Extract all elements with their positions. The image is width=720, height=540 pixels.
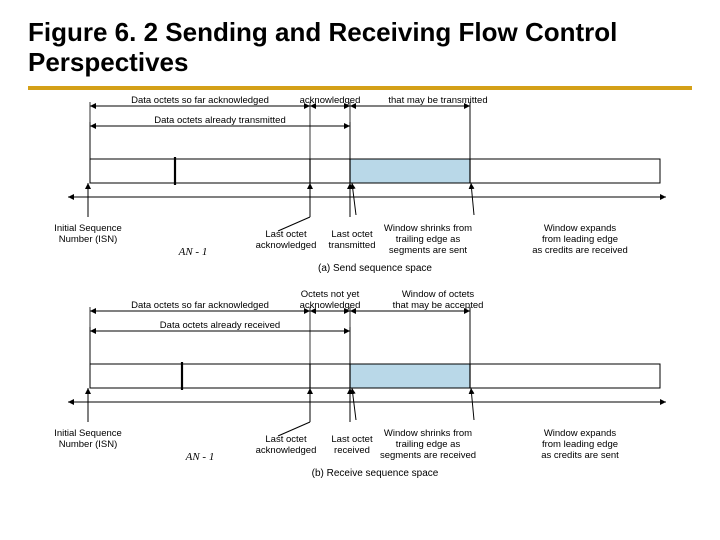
svg-text:Last octettransmitted: Last octettransmitted bbox=[329, 229, 376, 251]
svg-text:Window shrinks fromtrailing ed: Window shrinks fromtrailing edge assegme… bbox=[384, 223, 472, 256]
title-rule bbox=[28, 86, 692, 90]
svg-text:AN - 1: AN - 1 bbox=[185, 451, 215, 463]
svg-text:Last octetacknowledged: Last octetacknowledged bbox=[256, 434, 317, 456]
svg-text:(b) Receive sequence space: (b) Receive sequence space bbox=[312, 468, 439, 479]
svg-text:Last octetacknowledged: Last octetacknowledged bbox=[256, 229, 317, 251]
figure-title: Figure 6. 2 Sending and Receiving Flow C… bbox=[28, 18, 692, 78]
svg-text:Initial SequenceNumber (ISN): Initial SequenceNumber (ISN) bbox=[54, 223, 122, 245]
svg-text:Octets not yetacknowledged: Octets not yetacknowledged bbox=[300, 96, 361, 106]
svg-text:Last octetreceived: Last octetreceived bbox=[331, 434, 373, 456]
svg-text:Data octets so far acknowledge: Data octets so far acknowledged bbox=[131, 96, 269, 106]
svg-text:(a) Send sequence space: (a) Send sequence space bbox=[318, 263, 432, 274]
title-block: Figure 6. 2 Sending and Receiving Flow C… bbox=[0, 0, 720, 96]
svg-text:Data octets already received: Data octets already received bbox=[160, 320, 280, 331]
diagram-svg: Data octets so far acknowledged Octets no… bbox=[0, 96, 720, 536]
diagram: Data octets so far acknowledged Octets no… bbox=[0, 96, 720, 536]
svg-text:Window shrinks fromtrailing ed: Window shrinks fromtrailing edge assegme… bbox=[380, 428, 476, 461]
svg-text:Window expandsfrom leading edg: Window expandsfrom leading edgeas credit… bbox=[541, 428, 619, 461]
svg-text:Window expandsfrom leading edg: Window expandsfrom leading edgeas credit… bbox=[532, 223, 628, 256]
svg-text:Data octets so far acknowledge: Data octets so far acknowledged bbox=[131, 300, 269, 311]
svg-text:Window of octetsthat may be tr: Window of octetsthat may be transmitted bbox=[388, 96, 487, 106]
svg-text:AN - 1: AN - 1 bbox=[178, 246, 208, 258]
svg-text:Initial SequenceNumber (ISN): Initial SequenceNumber (ISN) bbox=[54, 428, 122, 450]
svg-text:Data octets already transmitte: Data octets already transmitted bbox=[154, 115, 285, 126]
svg-text:Octets not yetacknowledged: Octets not yetacknowledged bbox=[300, 289, 361, 311]
